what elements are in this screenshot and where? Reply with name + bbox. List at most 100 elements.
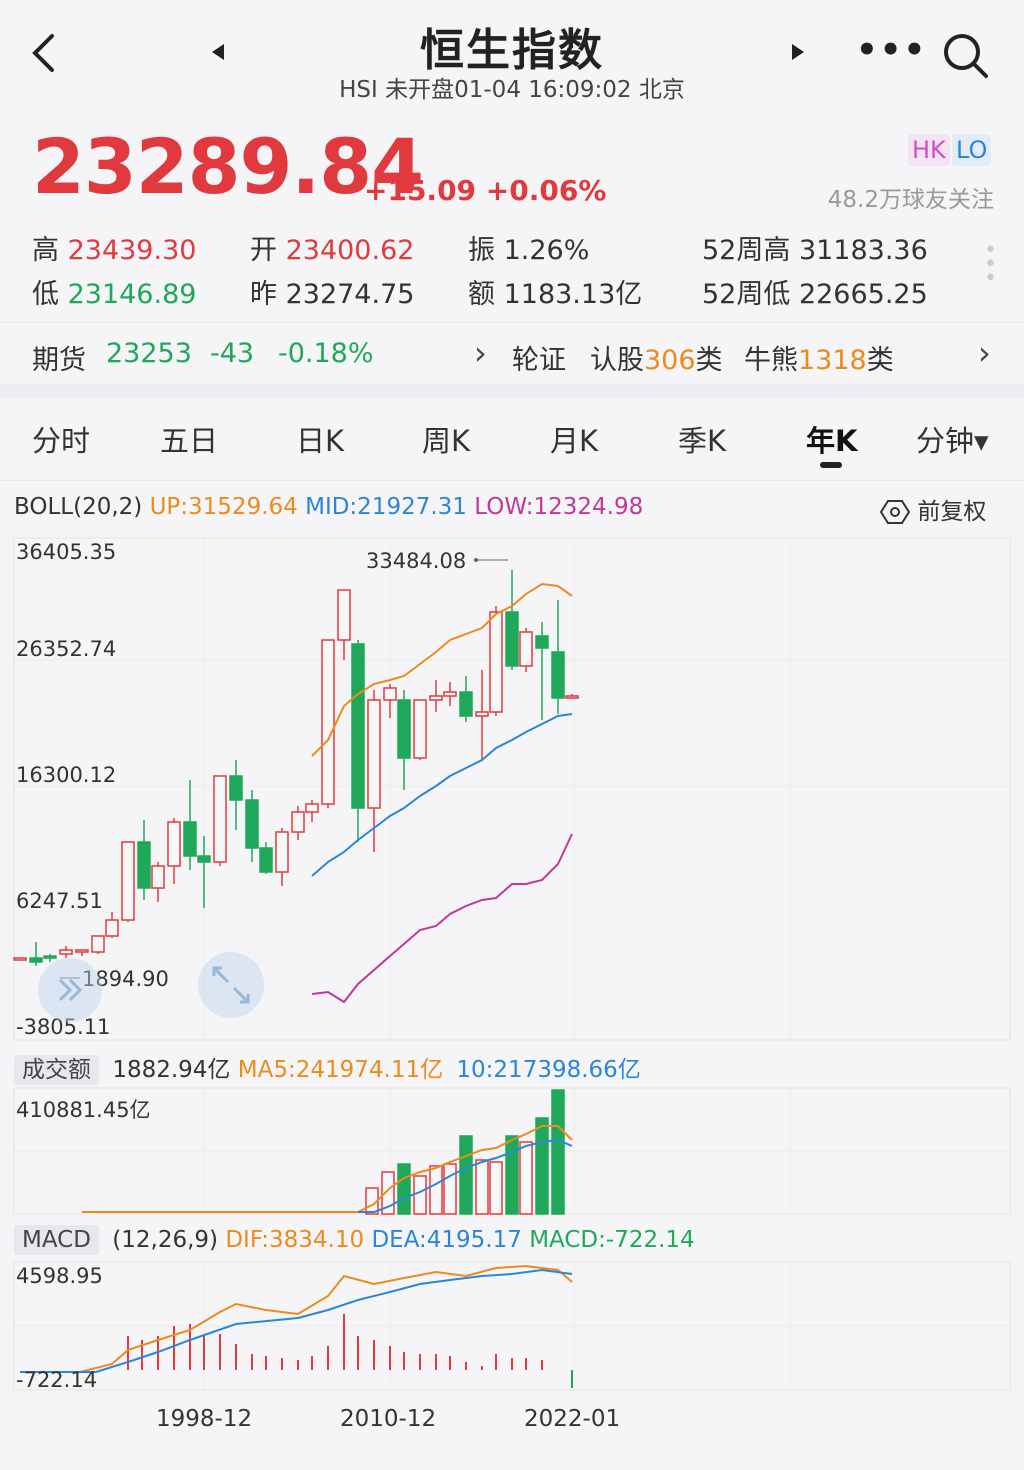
boll-low: LOW:12324.98 xyxy=(474,494,644,520)
tab-five-day[interactable]: 五日 xyxy=(160,424,219,458)
volume-label: 成交额 xyxy=(14,1055,99,1085)
candle-body xyxy=(565,695,579,699)
next-stock-button[interactable] xyxy=(790,42,806,68)
tab-quarterly-k[interactable]: 季K xyxy=(678,424,727,458)
candle-body xyxy=(183,821,197,857)
volume-bar xyxy=(443,1163,457,1215)
candle-body xyxy=(505,611,519,667)
expand-stats-icon[interactable]: • • • xyxy=(984,238,997,291)
chevron-right-icon[interactable]: › xyxy=(474,334,487,372)
tab-daily-k[interactable]: 日K xyxy=(296,424,345,458)
double-chevron-right-icon xyxy=(58,978,83,1002)
futures-label: 期货 xyxy=(32,345,86,376)
volume-bar xyxy=(489,1161,503,1215)
candle-body xyxy=(367,699,381,809)
stat-52w-low: 52周低 22665.25 xyxy=(702,272,928,311)
futures-row[interactable] xyxy=(0,322,1024,384)
market-status: HSI 未开盘01-04 16:09:02 北京 xyxy=(339,77,685,103)
volume-ma5: MA5:241974.11亿 xyxy=(237,1057,444,1083)
candle-body xyxy=(13,957,27,961)
stat-label: 额 xyxy=(468,279,495,310)
call-unit: 类 xyxy=(695,345,723,376)
search-button[interactable] xyxy=(940,30,990,80)
volume-bar xyxy=(535,1117,549,1215)
settings-hexagon-icon xyxy=(879,500,911,524)
stat-value: 22665.25 xyxy=(798,279,928,310)
hk-badge[interactable]: HK xyxy=(908,134,950,166)
triangle-right-icon xyxy=(792,44,804,60)
boll-upper-line xyxy=(311,582,573,757)
price-change: +15.09 +0.06% xyxy=(364,174,607,207)
candle-body xyxy=(137,841,151,889)
stat-value: 1183.13亿 xyxy=(503,279,643,310)
chevron-right-icon[interactable]: › xyxy=(978,334,991,372)
back-button[interactable] xyxy=(28,30,72,80)
call-warrants[interactable]: 认股306类 xyxy=(590,338,723,377)
macd-dif-line xyxy=(20,1264,573,1373)
candle-body xyxy=(259,847,273,873)
candle-body xyxy=(535,635,549,649)
current-price: 23289.84 xyxy=(32,122,424,211)
boll-mid-line xyxy=(311,713,573,877)
volume-bar xyxy=(505,1135,519,1215)
macd-label: MACD xyxy=(14,1225,99,1255)
cbbc-warrants[interactable]: 牛熊1318类 xyxy=(744,338,894,377)
stat-value: 1.26% xyxy=(503,235,590,266)
candle-body xyxy=(291,811,305,833)
chevron-left-icon xyxy=(32,34,54,72)
candle-body xyxy=(337,589,351,641)
scroll-to-latest-button[interactable] xyxy=(38,958,102,1022)
volume-bar xyxy=(381,1171,395,1215)
tab-intraday[interactable]: 分时 xyxy=(32,424,91,458)
date-label: 2022-01 xyxy=(524,1406,621,1432)
chart-grid xyxy=(13,537,1011,1391)
cbbc-label: 牛熊 xyxy=(744,345,798,376)
candle-body xyxy=(151,865,165,889)
tab-monthly-k[interactable]: 月K xyxy=(550,424,599,458)
stat-label: 昨 xyxy=(250,279,277,310)
date-label: 2010-12 xyxy=(340,1406,437,1432)
candle-body xyxy=(413,699,427,759)
stat-label: 高 xyxy=(32,235,59,266)
stat-value: 23146.89 xyxy=(67,279,197,310)
kline-chart[interactable] xyxy=(0,530,1024,1450)
active-tab-indicator xyxy=(820,462,842,468)
macd-legend[interactable]: MACD (12,26,9) DIF:3834.10 DEA:4195.17 M… xyxy=(14,1225,695,1255)
price-axis-label: 26352.74 xyxy=(16,637,117,661)
volume-bars xyxy=(82,1089,573,1215)
futures-change: -43 xyxy=(210,338,255,369)
candle-body xyxy=(519,631,533,667)
more-menu-button[interactable]: ••• xyxy=(856,30,928,70)
macd-dea: DEA:4195.17 xyxy=(371,1227,522,1253)
cbbc-unit: 类 xyxy=(866,345,894,376)
adjust-selector[interactable]: 前复权 xyxy=(879,492,986,526)
candle-body xyxy=(197,855,211,863)
volume-bar xyxy=(413,1175,427,1215)
price-axis-label: 16300.12 xyxy=(16,763,117,787)
candle-body xyxy=(459,691,473,717)
tab-weekly-k[interactable]: 周K xyxy=(422,424,471,458)
min-price-annotation: 1894.90 xyxy=(82,967,169,991)
lo-badge[interactable]: LO xyxy=(952,134,992,166)
volume-bar xyxy=(397,1163,411,1215)
candle-body xyxy=(91,935,105,953)
warrants-label: 轮证 xyxy=(512,345,566,376)
prev-stock-button[interactable] xyxy=(210,42,226,68)
candle-body xyxy=(43,955,57,959)
stat-label: 开 xyxy=(250,235,277,266)
macd-value: MACD:-722.14 xyxy=(529,1227,695,1253)
candle-body xyxy=(383,687,397,701)
boll-legend[interactable]: BOLL(20,2) UP:31529.64 MID:21927.31 LOW:… xyxy=(14,494,643,520)
volume-ma5-line xyxy=(82,1125,573,1213)
candle-body xyxy=(229,775,243,801)
tab-yearly-k[interactable]: 年K xyxy=(806,424,858,458)
tab-minute[interactable]: 分钟▾ xyxy=(916,424,989,458)
candle-body xyxy=(29,957,43,963)
fullscreen-button[interactable] xyxy=(198,952,264,1018)
volume-bar xyxy=(519,1141,533,1215)
stat-low: 低 23146.89 xyxy=(32,272,196,311)
date-label: 1998-12 xyxy=(156,1406,253,1432)
volume-legend[interactable]: 成交额 1882.94亿 MA5:241974.11亿 10:217398.66… xyxy=(14,1050,641,1085)
candle-body xyxy=(475,711,489,717)
stat-value: 23400.62 xyxy=(285,235,415,266)
